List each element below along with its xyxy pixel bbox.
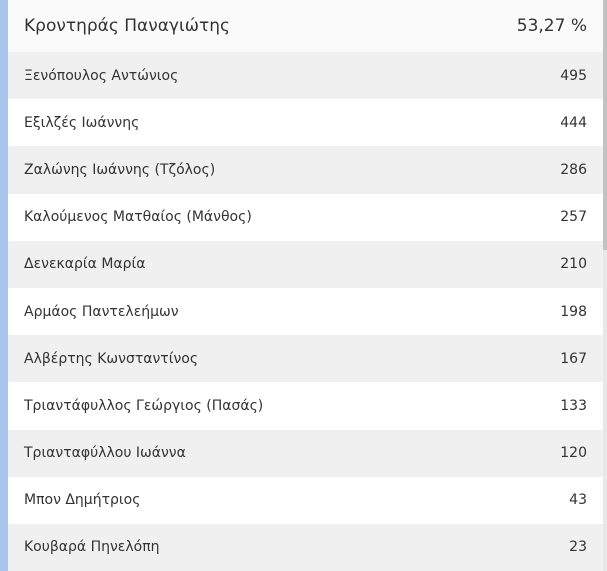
leader-row: Κροντηράς Παναγιώτης 53,27 % (8, 0, 603, 52)
candidate-votes: 198 (560, 303, 587, 320)
candidate-votes: 23 (569, 539, 587, 556)
candidate-name: Εξιλζές Ιωάννης (24, 114, 140, 131)
candidate-votes: 120 (560, 445, 587, 462)
candidate-name: Κουβαρά Πηνελόπη (24, 539, 160, 556)
candidate-row: Μπον Δημήτριος 43 (8, 476, 603, 524)
candidate-votes: 133 (560, 397, 587, 414)
candidate-row: Δενεκαρία Μαρία 210 (8, 240, 603, 288)
candidate-votes: 286 (560, 161, 587, 178)
candidate-row: Τριαντάφυλλος Γεώργιος (Πασάς) 133 (8, 382, 603, 430)
candidate-name: Ζαλώνης Ιωάννης (Τζόλος) (24, 161, 216, 178)
candidate-votes: 167 (560, 350, 587, 367)
candidate-name: Τριαντάφυλλος Γεώργιος (Πασάς) (24, 397, 264, 414)
candidate-row: Αλβέρτης Κωνσταντίνος 167 (8, 335, 603, 383)
scrollbar-thumb[interactable] (603, 0, 607, 250)
candidate-votes: 257 (560, 209, 587, 226)
candidate-row: Καλούμενος Ματθαίος (Μάνθος) 257 (8, 193, 603, 241)
candidate-votes: 43 (569, 492, 587, 509)
candidate-row: Τριανταφύλλου Ιωάννα 120 (8, 429, 603, 477)
candidate-row: Εξιλζές Ιωάννης 444 (8, 99, 603, 147)
candidate-name: Ξενόπουλος Αντώνιος (24, 67, 179, 84)
candidate-name: Αρμάος Παντελεήμων (24, 303, 179, 320)
candidate-name: Δενεκαρία Μαρία (24, 256, 146, 273)
candidate-votes: 495 (560, 67, 587, 84)
candidate-name: Αλβέρτης Κωνσταντίνος (24, 350, 199, 367)
candidate-name: Καλούμενος Ματθαίος (Μάνθος) (24, 209, 252, 226)
scrollbar[interactable] (603, 0, 607, 571)
leader-name: Κροντηράς Παναγιώτης (24, 16, 230, 36)
candidate-votes: 210 (560, 256, 587, 273)
leader-percentage: 53,27 % (516, 16, 587, 36)
candidate-row: Ζαλώνης Ιωάννης (Τζόλος) 286 (8, 146, 603, 194)
candidate-name: Τριανταφύλλου Ιωάννα (24, 445, 186, 462)
candidate-row: Κουβαρά Πηνελόπη 23 (8, 523, 603, 571)
candidate-row: Ξενόπουλος Αντώνιος 495 (8, 52, 603, 100)
candidate-name: Μπον Δημήτριος (24, 492, 141, 509)
candidate-votes: 444 (560, 114, 587, 131)
candidate-row: Αρμάος Παντελεήμων 198 (8, 287, 603, 336)
